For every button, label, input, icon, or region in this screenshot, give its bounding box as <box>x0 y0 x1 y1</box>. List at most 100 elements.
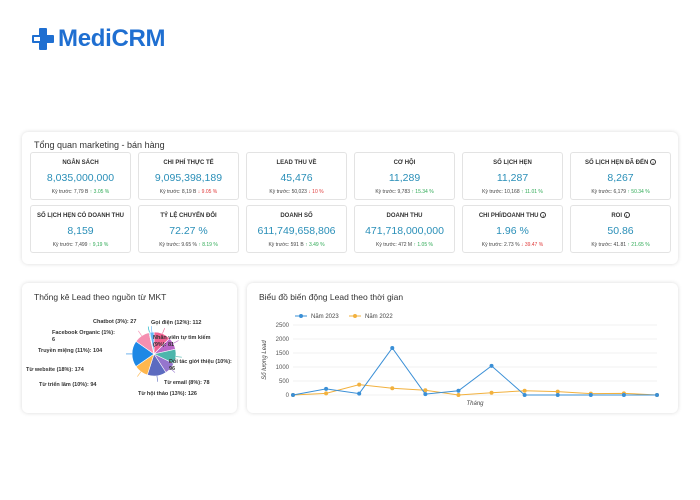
data-point[interactable] <box>555 393 560 397</box>
kpi-previous: Kỳ trước: 6,179 ↑ 50.34 % <box>591 189 650 195</box>
marketing-sales-overview-panel: Tổng quan marketing - bán hàng NGÂN SÁCH… <box>22 132 678 264</box>
lead-source-title: Thống kê Lead theo nguồn từ MKT <box>34 292 167 302</box>
data-point[interactable] <box>588 393 593 397</box>
kpi-card: CHI PHÍ THỰC TẾ 9,095,398,189 Kỳ trước: 8,… <box>138 152 239 200</box>
pie-label: Từ triển lãm (10%): 94 <box>39 382 97 388</box>
pie-label: Truyền miệng (11%): 104 <box>38 348 103 354</box>
kpi-label: ROI i <box>571 212 670 220</box>
data-point[interactable] <box>489 363 494 368</box>
kpi-previous: Kỳ trước: 9.65 % ↑ 8.19 % <box>159 242 218 248</box>
legend-swatch-dot <box>299 314 303 318</box>
pie-leader-line <box>137 371 142 377</box>
data-point[interactable] <box>390 386 395 391</box>
kpi-label: CHI PHÍ THỰC TẾ <box>163 160 214 166</box>
pie-label: Facebook Organic (1%): 6 <box>52 330 115 343</box>
trend-down-change: ↓ 39.47 % <box>519 242 544 248</box>
pie-label: Gọi điện (12%): 112 <box>151 320 202 326</box>
pie-leader-line <box>173 340 179 344</box>
kpi-value: 11,289 <box>388 172 421 184</box>
pie-label: Từ website (18%): 174 <box>26 367 84 373</box>
y-tick-label: 0 <box>286 393 290 399</box>
legend-label[interactable]: Năm 2022 <box>365 314 393 320</box>
data-point[interactable] <box>555 389 560 394</box>
kpi-card: LEAD THU VỀ 45,476 Kỳ trước: 50,023 ↓ 10 % <box>246 152 347 200</box>
lead-source-pie-chart <box>125 326 182 382</box>
y-axis-label: Số lượng Lead <box>261 340 268 380</box>
kpi-label: SỐ LỊCH HẸN <box>493 160 532 166</box>
kpi-label: LEAD THU VỀ <box>276 160 317 166</box>
data-point[interactable] <box>423 392 428 397</box>
pie-leader-line <box>175 356 182 358</box>
kpi-card: SỐ LỊCH HẸN CÓ DOANH THU 8,159 Kỳ trước: 7… <box>30 205 131 253</box>
kpi-value: 9,095,398,189 <box>154 172 223 184</box>
pie-label: Từ email (8%): 78 <box>164 380 210 386</box>
data-point[interactable] <box>324 386 329 391</box>
trend-up-change: ↑ 15.34 % <box>410 189 434 195</box>
kpi-value: 45,476 <box>280 172 313 184</box>
kpi-card: NGÂN SÁCH 8,035,000,000 Kỳ trước: 7,79 B ↑… <box>30 152 131 200</box>
pie-label: Nhân viên tự tìm kiếm (9%): 81 <box>153 335 211 348</box>
lead-source-panel: Thống kê Lead theo nguồn từ MKT Gọi điện… <box>22 283 237 413</box>
kpi-label: CƠ HỘI <box>393 160 416 166</box>
info-icon[interactable]: i <box>623 212 630 218</box>
data-point[interactable] <box>456 388 461 393</box>
data-point[interactable] <box>390 345 395 350</box>
data-point[interactable] <box>291 393 295 397</box>
data-point[interactable] <box>324 391 329 396</box>
data-point[interactable] <box>357 382 362 387</box>
kpi-value: 471,718,000,000 <box>365 225 444 237</box>
kpi-label: SỐ LỊCH HẸN ĐÃ ĐẾN i <box>571 159 670 167</box>
pie-leader-line <box>151 326 153 333</box>
trend-up-change: ↑ 11.01 % <box>519 189 543 195</box>
pie-label: Từ hội thảo (13%): 126 <box>138 391 197 397</box>
kpi-previous: Kỳ trước: 41.81 ↑ 21.65 % <box>591 242 650 248</box>
kpi-previous: Kỳ trước: 8,19 B ↓ 9.05 % <box>159 189 218 195</box>
lead-trend-line-chart: 0 500 1000 1500 2000 2500 Số lượng Lead Tháng Nă… <box>261 314 659 407</box>
kpi-card: CƠ HỘI 11,289 Kỳ trước: 9,783 ↑ 15.34 % <box>354 152 455 200</box>
trend-up-change: ↑ 21.65 % <box>626 242 650 248</box>
kpi-previous: Kỳ trước: 472 M ↑ 1.05 % <box>376 242 433 248</box>
app-logo: MediCRM <box>30 25 166 53</box>
kpi-value: 1.96 % <box>496 225 529 237</box>
kpi-value: 50.86 <box>607 225 634 237</box>
data-point[interactable] <box>655 393 659 397</box>
info-icon[interactable]: i <box>650 159 656 165</box>
kpi-value: 611,749,658,806 <box>257 225 336 237</box>
data-point[interactable] <box>456 393 461 397</box>
data-point[interactable] <box>621 393 626 397</box>
data-point[interactable] <box>423 388 428 393</box>
lead-trend-title: Biểu đồ biến động Lead theo thời gian <box>259 292 404 302</box>
medical-cross-icon <box>30 26 56 52</box>
data-point[interactable] <box>357 391 362 396</box>
pie-leader-line <box>147 326 150 333</box>
trend-up-change: ↑ 3.05 % <box>88 189 110 195</box>
pie-leader-line <box>138 330 142 336</box>
data-point[interactable] <box>522 393 527 397</box>
kpi-value: 72.27 % <box>169 225 208 237</box>
trend-down-change: ↓ 9.05 % <box>196 189 218 195</box>
kpi-card: ROI i 50.86 Kỳ trước: 41.81 ↑ 21.65 % <box>570 205 671 253</box>
data-point[interactable] <box>522 388 527 393</box>
pie-leader-line <box>170 368 176 373</box>
kpi-value: 8,267 <box>607 172 634 184</box>
kpi-value: 8,035,000,000 <box>46 172 115 184</box>
pie-leader-line <box>162 328 165 334</box>
x-axis-label: Tháng <box>466 401 484 407</box>
kpi-card: DOANH SỐ 611,749,658,806 Kỳ trước: 591 B ↑… <box>246 205 347 253</box>
trend-up-change: ↑ 1.05 % <box>412 242 433 248</box>
kpi-label: TỶ LỆ CHUYỂN ĐỔI <box>160 213 217 219</box>
info-icon[interactable]: i <box>540 212 547 218</box>
kpi-card: DOANH THU 471,718,000,000 Kỳ trước: 472 M … <box>354 205 455 253</box>
data-point[interactable] <box>489 390 494 395</box>
trend-up-change: ↑ 8.19 % <box>196 242 218 248</box>
legend-swatch-dot <box>353 314 357 318</box>
trend-up-change: ↑ 50.34 % <box>626 189 650 195</box>
kpi-label: CHI PHÍ/DOANH THU i <box>463 212 562 220</box>
kpi-previous: Kỳ trước: 9,783 ↑ 15.34 % <box>375 189 434 195</box>
legend-label[interactable]: Năm 2023 <box>311 314 339 320</box>
pie-label: Chatbot (3%): 27 <box>93 319 137 325</box>
kpi-grid: NGÂN SÁCH 8,035,000,000 Kỳ trước: 7,79 B ↑… <box>30 152 672 253</box>
pie-slice[interactable] <box>149 331 155 355</box>
kpi-previous: Kỳ trước: 2.73 % ↓ 39.47 % <box>481 242 544 248</box>
kpi-previous: Kỳ trước: 7,499 ↑ 9,19 % <box>52 242 109 248</box>
